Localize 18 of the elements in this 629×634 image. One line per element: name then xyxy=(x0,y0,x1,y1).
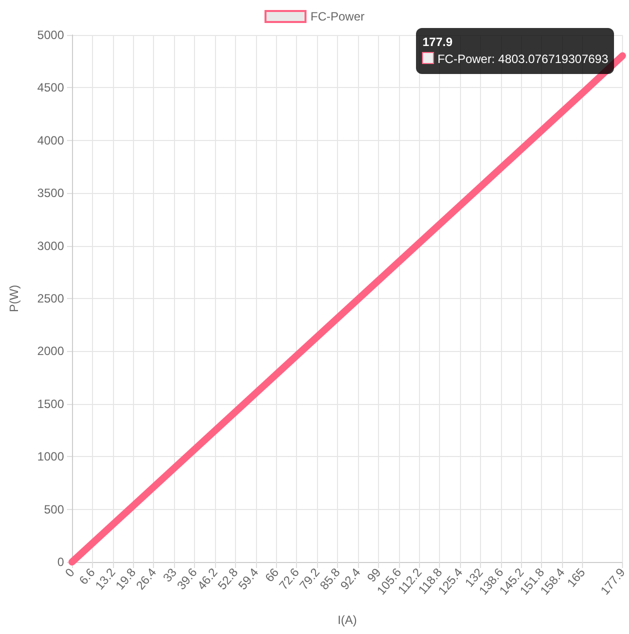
y-tick-label: 5000 xyxy=(37,28,64,42)
y-tick-label: 1500 xyxy=(37,396,64,411)
y-tick-label: 2000 xyxy=(37,344,64,358)
y-tick-label: 3000 xyxy=(37,238,64,253)
y-tick-label: 3500 xyxy=(37,186,64,200)
x-tick-label: 165 xyxy=(564,565,588,590)
y-tick-label: 500 xyxy=(44,502,64,516)
annotation: 177.9 FC-Power: 4803.076719307693 xyxy=(416,28,614,74)
y-tick-label: 4000 xyxy=(37,133,64,148)
y-tick-label: 1000 xyxy=(37,450,64,464)
y-tick-label: 0 xyxy=(57,555,64,569)
x-tick-label: 0 xyxy=(62,565,78,580)
legend-label: FC-Power xyxy=(310,10,365,24)
x-tick-label: 6.6 xyxy=(76,565,98,588)
y-tick-label: 2500 xyxy=(37,292,64,306)
y-axis-title: P(W) xyxy=(7,284,21,312)
y-tick-label: 4500 xyxy=(37,80,64,95)
x-axis-title: I(A) xyxy=(338,613,357,627)
